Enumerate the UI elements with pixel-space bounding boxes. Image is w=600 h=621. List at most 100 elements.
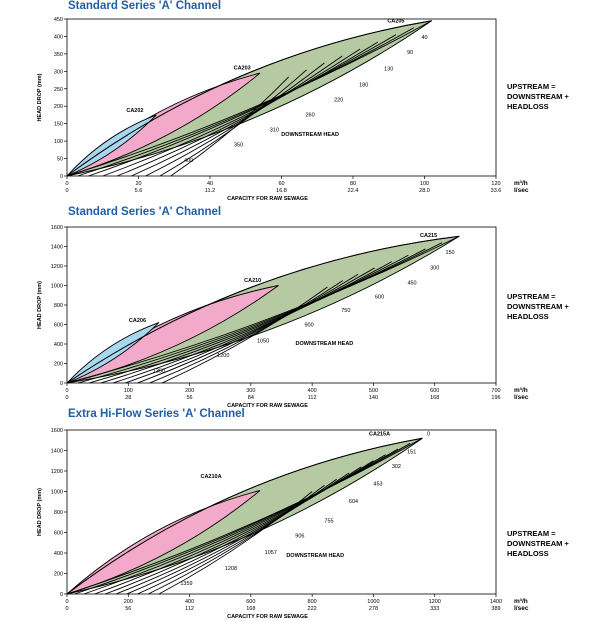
downstream-line-label: 900 [304, 322, 313, 328]
downstream-line-label: 300 [430, 265, 439, 271]
equation-note: UPSTREAM = DOWNSTREAM + HEADLOSS [507, 529, 569, 559]
y-tick-label: 1600 [51, 225, 63, 231]
equation-note: UPSTREAM = DOWNSTREAM + HEADLOSS [507, 82, 569, 112]
zone-label-ca210a: CA210A [200, 474, 221, 480]
x-tick-label: 0 [65, 599, 68, 605]
x-tick-label: 600 [430, 388, 439, 394]
zone-boundary [66, 437, 423, 595]
downstream-line-label: 1200 [217, 353, 229, 359]
y-tick-label: 150 [54, 122, 63, 128]
x-tick-label: 120 [491, 181, 500, 187]
downstream-line [145, 62, 325, 177]
downstream-line [66, 437, 423, 595]
x-tick-label: 500 [369, 388, 378, 394]
y-tick-label: 250 [54, 87, 63, 93]
downstream-line-label: 453 [373, 481, 382, 487]
equation-line-3: HEADLOSS [507, 312, 549, 321]
x2-tick-label: 0 [65, 395, 68, 401]
downstream-line [74, 442, 411, 595]
downstream-line [66, 235, 460, 384]
downstream-line-label: 750 [341, 308, 350, 314]
downstream-line [170, 76, 289, 177]
downstream-line [137, 273, 359, 384]
downstream-line [116, 48, 361, 177]
downstream-head-annotation: DOWNSTREAM HEAD [281, 132, 339, 138]
x-tick-label: 1400 [490, 599, 502, 605]
zone-label-ca206: CA206 [129, 318, 146, 324]
y-tick-label: 1600 [51, 428, 63, 434]
zone-label-ca202: CA202 [126, 108, 143, 114]
x2-tick-label: 168 [430, 395, 439, 401]
y-tick-label: 200 [54, 104, 63, 110]
downstream-line [149, 280, 344, 384]
equation-line-2: DOWNSTREAM + [507, 302, 569, 311]
y-tick-label: 1200 [51, 469, 63, 475]
downstream-line-label: 604 [349, 499, 358, 505]
downstream-line-label: 180 [359, 83, 368, 89]
zone-boundary [66, 235, 460, 384]
x2-tick-label: 389 [491, 606, 500, 612]
downstream-line-label: 400 [184, 158, 193, 164]
equation-line-1: UPSTREAM = [507, 82, 556, 91]
x2-tick-label: 56 [187, 395, 193, 401]
chart-title: Standard Series 'A' Channel [68, 206, 222, 218]
downstream-line-label: 350 [234, 142, 243, 148]
x-tick-label: 600 [246, 599, 255, 605]
x-tick-label: 40 [207, 181, 213, 187]
downstream-line-label: 1208 [225, 566, 237, 572]
y-axis-label: HEAD DROP (mm) [37, 73, 43, 121]
x-tick-label: 300 [246, 388, 255, 394]
y-tick-label: 1200 [51, 264, 63, 270]
x-tick-label: 400 [308, 388, 317, 394]
x-tick-label: 80 [350, 181, 356, 187]
x2-tick-label: 22.4 [348, 188, 359, 194]
x2-tick-label: 56 [125, 606, 131, 612]
chart-panel-extra-hi-flow: Extra Hi-Flow Series 'A' Channel 0 200 400… [0, 408, 600, 621]
x-axis-label: CAPACITY FOR RAW SEWAGE [227, 403, 308, 409]
equation-line-3: HEADLOSS [507, 102, 549, 111]
downstream-line-label: 1050 [257, 339, 269, 345]
zone-ca210a [66, 490, 261, 595]
downstream-line-label: 40 [421, 35, 427, 41]
x2-unit-label: l/sec [514, 605, 529, 612]
y-tick-label: 1000 [51, 284, 63, 290]
downstream-line [137, 478, 337, 595]
y-tick-label: 0 [60, 592, 63, 598]
downstream-line-label: 1350 [153, 368, 165, 374]
x2-tick-label: 112 [308, 395, 317, 401]
downstream-line-label: 220 [334, 97, 343, 103]
downstream-line-label: 260 [306, 112, 315, 118]
x-tick-label: 400 [185, 599, 194, 605]
y-tick-label: 800 [54, 303, 63, 309]
downstream-line-label: 310 [270, 127, 279, 133]
zone-label-ca205: CA205 [387, 18, 404, 24]
y-tick-label: 200 [54, 362, 63, 368]
x-tick-label: 100 [420, 181, 429, 187]
x-tick-label: 1200 [429, 599, 441, 605]
x2-tick-label: 28 [125, 395, 131, 401]
y-tick-label: 200 [54, 572, 63, 578]
downstream-line [102, 41, 379, 177]
downstream-line [66, 20, 432, 177]
downstream-line [148, 484, 325, 595]
chart-svg: 0200400600800100012001400160000200564001… [37, 428, 529, 620]
x2-tick-label: 333 [430, 606, 439, 612]
x-tick-label: 800 [308, 599, 317, 605]
y-tick-label: 1400 [51, 449, 63, 455]
x2-tick-label: 222 [308, 606, 317, 612]
downstream-line-label: 0 [427, 432, 430, 438]
zone-label-ca215: CA215 [420, 233, 437, 239]
x2-tick-label: 278 [369, 606, 378, 612]
y-tick-label: 100 [54, 139, 63, 145]
y-tick-label: 400 [54, 551, 63, 557]
downstream-line [77, 242, 443, 384]
x-axis-label: CAPACITY FOR RAW SEWAGE [227, 196, 308, 202]
chart-panel-standard-a-small: Standard Series 'A' Channel 0 50 100 150 200… [0, 0, 600, 205]
equation-line-1: UPSTREAM = [507, 529, 556, 538]
y-tick-label: 0 [60, 174, 63, 180]
chart-title: Standard Series 'A' Channel [68, 0, 222, 12]
downstream-line [83, 448, 399, 595]
y-tick-label: 400 [54, 34, 63, 40]
chart-panel-standard-a-large: Standard Series 'A' Channel 0 200 400 600 80… [0, 206, 600, 411]
downstream-line [105, 460, 374, 595]
